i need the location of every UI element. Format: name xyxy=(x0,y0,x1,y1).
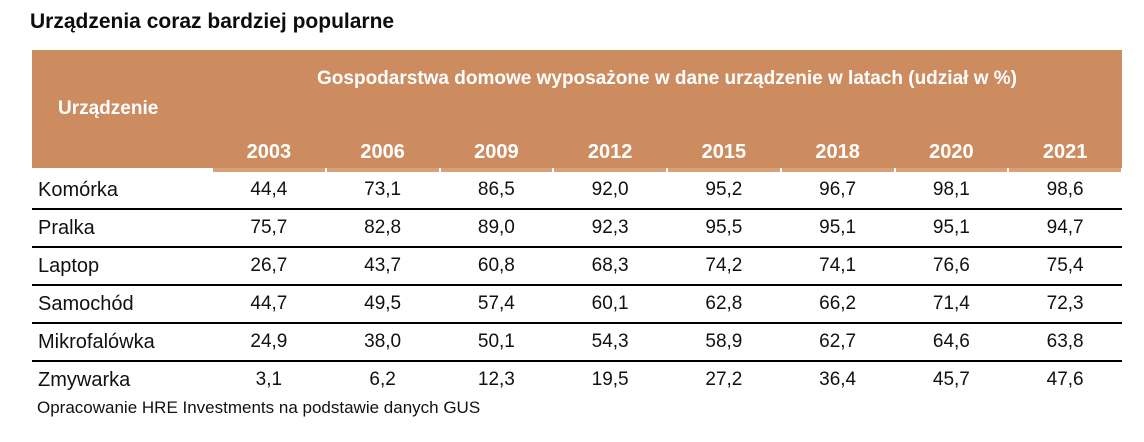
year-header: 2015 xyxy=(667,108,781,172)
value-cell: 24,9 xyxy=(212,324,326,362)
year-header: 2012 xyxy=(553,108,667,172)
value-cell: 38,0 xyxy=(325,324,440,362)
value-cell: 62,7 xyxy=(780,324,895,362)
value-cell: 95,5 xyxy=(667,210,781,248)
value-cell: 68,3 xyxy=(553,248,667,286)
value-cell: 36,4 xyxy=(819,369,857,390)
household-devices-table: Urządzenie Gospodarstwa domowe wyposażon… xyxy=(32,50,1122,398)
table-row: Pralka 75,7 82,8 89,0 92,3 95,5 95,1 95,1 94,7 xyxy=(32,210,1122,248)
table-row: Komórka 44,4 73,1 86,5 92,0 95,2 96,7 98,1 98,6 xyxy=(32,172,1122,210)
value-cell: 26,7 xyxy=(212,248,326,286)
header-row-group: Urządzenie Gospodarstwa domowe wyposażon… xyxy=(32,50,1122,168)
value-cell: 92,0 xyxy=(553,172,667,210)
year-header: 2020 xyxy=(894,108,1009,172)
value-cell: 72,3 xyxy=(1008,286,1122,324)
year-header-row: 2003 2006 2009 2012 2015 2018 2020 2021 xyxy=(32,108,1122,172)
value-cell: 98,1 xyxy=(894,172,1009,210)
value-cell: 73,1 xyxy=(325,172,440,210)
value-cell: 96,7 xyxy=(780,172,895,210)
value-cell: 75,4 xyxy=(1008,248,1122,286)
group-header: Gospodarstwa domowe wyposażone w dane ur… xyxy=(212,50,1122,108)
value-cell: 44,7 xyxy=(212,286,326,324)
device-name-cell: Pralka xyxy=(32,210,212,248)
device-name-cell: Samochód xyxy=(32,286,212,324)
table-row: Laptop 26,7 43,7 60,8 68,3 74,2 74,1 76,6 75,4 xyxy=(32,248,1122,286)
value-cell: 60,8 xyxy=(439,248,554,286)
device-column-header: Urządzenie xyxy=(32,50,212,172)
value-cell: 57,4 xyxy=(439,286,554,324)
value-cell: 71,4 xyxy=(894,286,1009,324)
value-cell: 45,7 xyxy=(932,369,970,390)
value-cell: 82,8 xyxy=(325,210,440,248)
table-body: Komórka 44,4 73,1 86,5 92,0 95,2 96,7 98,1 98,6 P… xyxy=(32,172,1122,398)
value-cell: 92,3 xyxy=(553,210,667,248)
page-title: Urządzenia coraz bardziej popularne xyxy=(30,10,395,33)
value-cell: 74,1 xyxy=(780,248,895,286)
value-cell: 75,7 xyxy=(212,210,326,248)
source-note: Opracowanie HRE Investments na podstawie… xyxy=(37,398,481,417)
value-cell: 62,8 xyxy=(667,286,781,324)
value-cell: 95,1 xyxy=(780,210,895,248)
value-cell: 3,1 xyxy=(255,369,283,390)
device-name-cell: Mikrofalówka xyxy=(32,324,212,362)
table-row: Zmywarka 3,1 6,2 12,3 19,5 27,2 36,4 45,7 47,6 xyxy=(32,362,1122,398)
table-header: Urządzenie Gospodarstwa domowe wyposażon… xyxy=(32,50,1122,172)
value-cell: 63,8 xyxy=(1008,324,1122,362)
value-cell: 58,9 xyxy=(667,324,781,362)
value-cell: 50,1 xyxy=(439,324,554,362)
value-cell: 54,3 xyxy=(553,324,667,362)
value-cell: 74,2 xyxy=(667,248,781,286)
year-header: 2009 xyxy=(439,108,554,172)
value-cell: 64,6 xyxy=(894,324,1009,362)
year-header: 2021 xyxy=(1008,108,1122,172)
device-name-cell: Zmywarka xyxy=(38,368,131,391)
value-cell: 95,1 xyxy=(894,210,1009,248)
value-cell: 27,2 xyxy=(705,369,743,390)
table-row: Mikrofalówka 24,9 38,0 50,1 54,3 58,9 62,7 64,6… xyxy=(32,324,1122,362)
value-cell: 12,3 xyxy=(477,369,515,390)
year-header: 2018 xyxy=(780,108,895,172)
value-cell: 86,5 xyxy=(439,172,554,210)
value-cell: 76,6 xyxy=(894,248,1009,286)
value-cell: 43,7 xyxy=(325,248,440,286)
value-cell: 49,5 xyxy=(325,286,440,324)
value-cell: 94,7 xyxy=(1008,210,1122,248)
device-name-cell: Laptop xyxy=(32,248,212,286)
year-header: 2003 xyxy=(212,108,326,172)
value-cell: 98,6 xyxy=(1008,172,1122,210)
device-name-cell: Komórka xyxy=(32,172,212,210)
table-row: Samochód 44,7 49,5 57,4 60,1 62,8 66,2 71,4 72,3 xyxy=(32,286,1122,324)
value-cell: 19,5 xyxy=(591,369,629,390)
value-cell: 66,2 xyxy=(780,286,895,324)
value-cell: 89,0 xyxy=(439,210,554,248)
value-cell: 60,1 xyxy=(553,286,667,324)
value-cell: 47,6 xyxy=(1046,369,1084,390)
value-cell: 95,2 xyxy=(667,172,781,210)
value-cell: 6,2 xyxy=(369,369,396,390)
value-cell: 44,4 xyxy=(212,172,326,210)
year-header: 2006 xyxy=(325,108,440,172)
